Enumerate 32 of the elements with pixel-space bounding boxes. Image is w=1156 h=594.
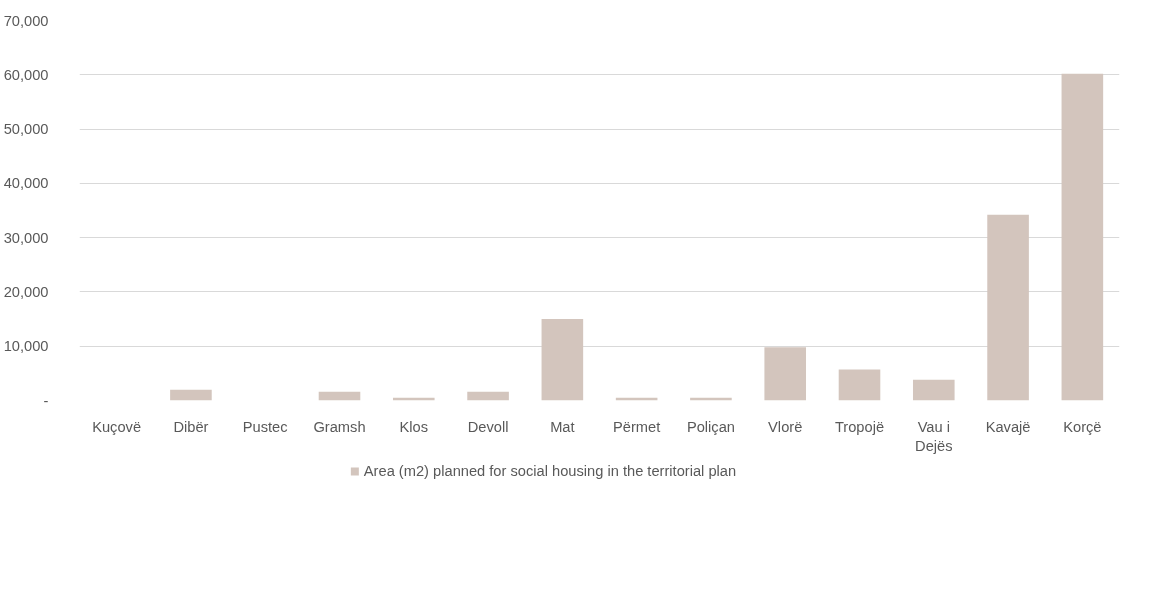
y-tick-label: 20,000 xyxy=(3,283,49,300)
x-tick-label: Tropojë xyxy=(834,418,885,435)
x-tick-label: Përmet xyxy=(613,418,661,435)
legend-label: Area (m2) planned for social housing in the territorial plan xyxy=(363,463,737,479)
y-tick-label: 60,000 xyxy=(3,66,49,83)
bar xyxy=(318,391,361,401)
y-tick-label: 40,000 xyxy=(3,175,49,192)
x-tick-label: Dibër xyxy=(173,418,209,435)
x-tick-label: Mat xyxy=(550,418,575,435)
x-tick-label: Gramsh xyxy=(313,418,366,435)
x-tick-label: Poliçan xyxy=(686,418,735,435)
x-tick-label: Devoll xyxy=(467,418,509,435)
x-tick-label: Kuçovë xyxy=(92,418,142,435)
y-tick-label: 50,000 xyxy=(3,121,49,138)
bar xyxy=(838,369,881,401)
x-tick-label: Vlorë xyxy=(768,418,803,435)
bar xyxy=(912,379,955,401)
bar xyxy=(764,347,807,401)
y-tick-label: - xyxy=(43,392,49,409)
bar xyxy=(541,319,584,401)
x-tick-label: Vau i Dejës xyxy=(915,418,953,454)
y-tick-label: 70,000 xyxy=(3,12,49,29)
bar xyxy=(987,214,1029,401)
y-tick-label: 30,000 xyxy=(3,229,49,246)
x-tick-label: Kavajë xyxy=(985,418,1031,435)
bar xyxy=(1061,73,1104,401)
bar xyxy=(170,389,212,401)
x-tick-label: Pustec xyxy=(242,418,288,435)
y-tick-label: 10,000 xyxy=(3,338,49,355)
x-tick-label: Korçë xyxy=(1063,418,1102,435)
x-tick-label: Klos xyxy=(399,418,429,435)
bar xyxy=(467,391,509,401)
